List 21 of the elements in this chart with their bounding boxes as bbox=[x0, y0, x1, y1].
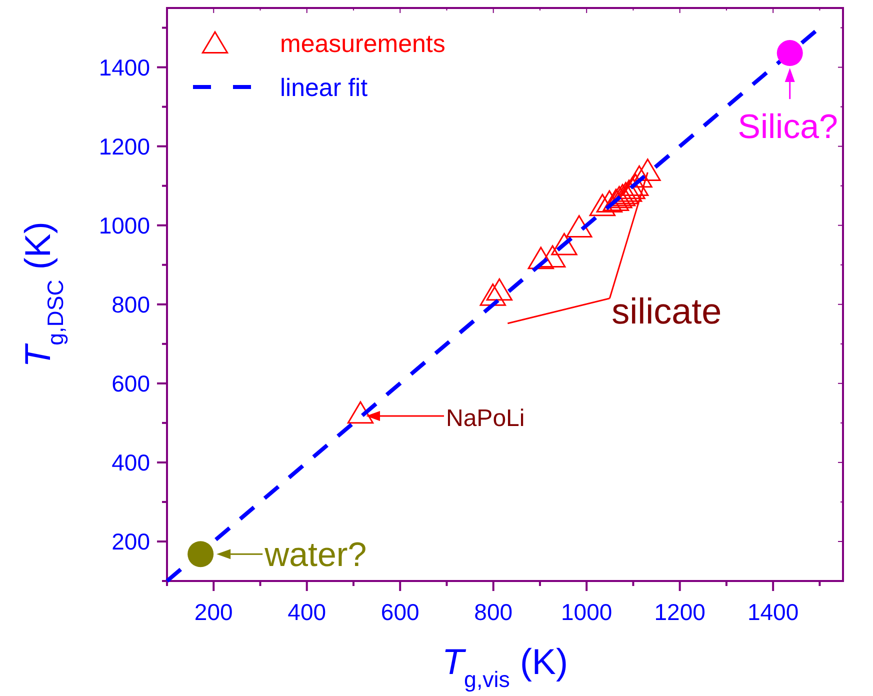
y-tick-label: 800 bbox=[112, 291, 150, 318]
y-tick-label: 1200 bbox=[98, 133, 150, 160]
x-axis-title: T$_{g,vis}$ (K) bbox=[442, 641, 568, 692]
x-tick-label: 1400 bbox=[747, 599, 799, 625]
y-tick-label: 600 bbox=[112, 370, 150, 396]
annotation: water? bbox=[264, 536, 367, 574]
legend-label: measurements bbox=[280, 30, 446, 58]
y-tick-label: 400 bbox=[112, 449, 150, 476]
annotation: NaPoLi bbox=[446, 405, 525, 432]
y-tick-label: 1000 bbox=[98, 212, 150, 238]
annotation: silicate bbox=[612, 290, 722, 332]
y-tick-label: 1400 bbox=[98, 54, 150, 80]
x-tick-label: 1000 bbox=[561, 599, 612, 625]
annotation: Silica? bbox=[738, 108, 838, 146]
x-tick-label: 1200 bbox=[654, 599, 706, 625]
legend-label: linear fit bbox=[280, 74, 368, 102]
x-tick-label: 600 bbox=[380, 599, 420, 625]
y-tick-label: 200 bbox=[112, 528, 150, 554]
x-tick-label: 400 bbox=[288, 599, 326, 625]
x-tick-label: 800 bbox=[474, 599, 513, 625]
x-tick-label: 200 bbox=[194, 599, 233, 625]
